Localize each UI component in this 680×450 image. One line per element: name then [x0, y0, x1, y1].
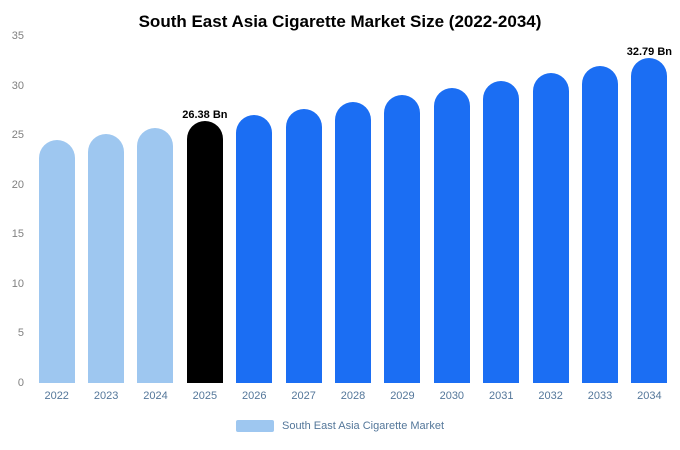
- bar-2034: [631, 57, 668, 383]
- x-label-2029: 2029: [390, 390, 415, 402]
- bar-2030: [433, 87, 470, 383]
- y-axis: 0 5 10 15 20 25 30 35: [2, 30, 30, 389]
- x-label-2027: 2027: [291, 390, 316, 402]
- bar-column-2029: 2029: [378, 36, 427, 410]
- bar-column-2024: 2024: [131, 36, 180, 410]
- bar-column-2032: 2032: [526, 36, 575, 410]
- bar-wrap: [575, 36, 624, 383]
- bar-wrap: [427, 36, 476, 383]
- bar-2022: [38, 139, 75, 383]
- y-tick-label: 35: [11, 30, 24, 42]
- bar-column-2023: 2023: [81, 36, 130, 410]
- bar-2024: [137, 127, 174, 383]
- bar-column-2034: 32.79 Bn 2034: [625, 36, 674, 410]
- bar-wrap: [378, 36, 427, 383]
- bar-2028: [335, 101, 372, 383]
- y-tick-label: 10: [11, 277, 24, 290]
- y-tick-label: 20: [11, 178, 24, 191]
- bar-column-2031: 2031: [477, 36, 526, 410]
- x-label-2033: 2033: [587, 390, 613, 402]
- x-label-2028: 2028: [340, 390, 366, 402]
- bar-2027: [285, 108, 322, 383]
- bar-wrap: [32, 36, 81, 383]
- legend: South East Asia Cigarette Market: [0, 420, 680, 432]
- plot-area: 2022 2023 2024 26.38 Bn 2025 2026 2027 2028 2029…: [30, 36, 680, 410]
- bar-wrap: [131, 36, 180, 383]
- bar-wrap: [477, 36, 526, 383]
- bar-wrap: [328, 36, 377, 383]
- y-tick-label: 15: [11, 228, 24, 241]
- y-tick-label: 30: [11, 79, 24, 92]
- x-label-2023: 2023: [93, 390, 119, 402]
- bar-column-2022: 2022: [32, 36, 81, 410]
- x-label-2022: 2022: [44, 390, 69, 402]
- bar-2029: [384, 95, 421, 383]
- bar-wrap: [526, 36, 575, 383]
- x-label-2024: 2024: [143, 390, 168, 402]
- x-label-2026: 2026: [242, 390, 267, 402]
- bar-chart: 0 5 10 15 20 25 30 35 2022 2023 2024 26.38 Bn 2025 2…: [0, 30, 680, 410]
- x-label-2034: 2034: [637, 390, 662, 402]
- bar-2025: [186, 121, 223, 383]
- bar-wrap: [230, 36, 279, 383]
- bar-2023: [88, 133, 125, 383]
- bar-2033: [581, 65, 618, 383]
- bar-2026: [236, 115, 273, 383]
- bar-column-2028: 2028: [328, 36, 377, 410]
- x-label-2031: 2031: [488, 390, 514, 402]
- legend-marker: [235, 420, 274, 432]
- chart-title: South East Asia Cigarette Market Size (2…: [138, 12, 542, 31]
- y-tick-label: 0: [17, 377, 24, 389]
- bar-column-2033: 2033: [575, 36, 624, 410]
- bar-2032: [532, 73, 569, 383]
- bar-column-2025: 26.38 Bn 2025: [180, 36, 229, 410]
- x-label-2030: 2030: [439, 390, 465, 402]
- y-tick-label: 25: [11, 129, 24, 142]
- data-label-2034: 32.79 Bn: [626, 45, 672, 58]
- bar-wrap: [625, 36, 674, 383]
- x-label-2032: 2032: [538, 390, 563, 402]
- bar-wrap: [279, 36, 328, 383]
- bar-2031: [483, 80, 520, 383]
- bar-column-2026: 2026: [230, 36, 279, 410]
- legend-label: South East Asia Cigarette Market: [281, 420, 445, 432]
- bar-wrap: [180, 36, 229, 383]
- data-label-2025: 26.38 Bn: [182, 109, 228, 122]
- bar-wrap: [81, 36, 130, 383]
- bar-column-2027: 2027: [279, 36, 328, 410]
- x-label-2025: 2025: [192, 390, 218, 402]
- bar-column-2030: 2030: [427, 36, 476, 410]
- y-tick-label: 5: [17, 327, 24, 340]
